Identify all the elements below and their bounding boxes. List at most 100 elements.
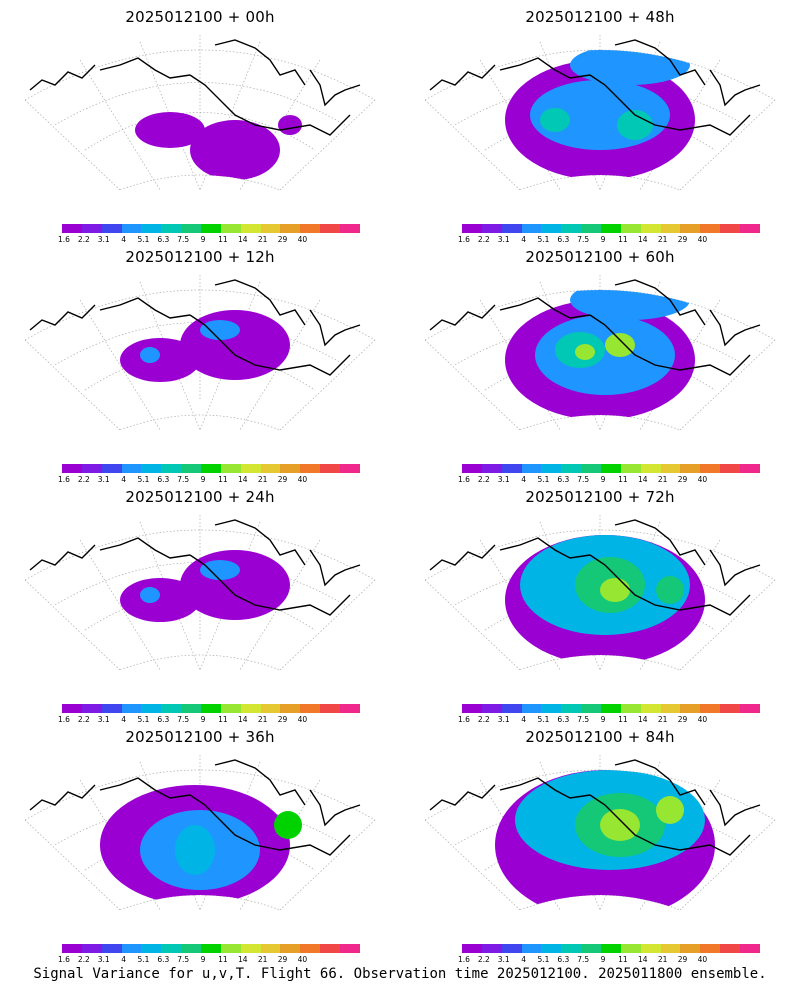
- variance-contour: [617, 110, 653, 140]
- colorbar-swatch: [601, 464, 621, 473]
- colorbar-swatch: [181, 704, 202, 713]
- colorbar-swatch: [481, 464, 502, 473]
- colorbar-swatch: [280, 224, 301, 233]
- variance-map: [24, 35, 376, 190]
- colorbar-swatch: [220, 224, 241, 233]
- colorbar-tick-label: 29: [277, 235, 288, 244]
- panel-title: 2025012100 + 24h: [125, 488, 275, 506]
- map-panel: 2025012100 + 72h 1.6 2.2 3.1 4 5.1 6.3 7.5 9 11 14…: [400, 480, 800, 724]
- panel-title: 2025012100 + 00h: [125, 8, 275, 26]
- colorbar-tick-label: 4: [121, 235, 126, 244]
- colorbar-tick-label: 4: [121, 955, 126, 964]
- colorbar-tick-label: 21: [257, 475, 268, 484]
- colorbar-tick-label: 40: [697, 955, 708, 964]
- variance-contour: [570, 50, 690, 85]
- colorbar-swatch: [481, 704, 502, 713]
- colorbar-swatch: [561, 704, 582, 713]
- colorbar-tick-label: 2.2: [477, 715, 490, 724]
- colorbar-swatch: [101, 944, 122, 953]
- colorbar-labels: 1.6 2.2 3.1 4 5.1 6.3 7.5 9 11 14 21 29 40: [458, 955, 760, 965]
- colorbar-swatch: [462, 224, 482, 233]
- colorbar-tick-label: 6.3: [557, 235, 570, 244]
- colorbar-swatch: [201, 464, 221, 473]
- colorbar-swatch: [620, 224, 641, 233]
- colorbar-labels: 1.6 2.2 3.1 4 5.1 6.3 7.5 9 11 14 21 29 40: [458, 475, 760, 485]
- colorbar-tick-label: 6.3: [557, 475, 570, 484]
- colorbar-tick-label: 4: [521, 955, 526, 964]
- colorbar-tick-label: 1.6: [58, 715, 70, 724]
- colorbar-swatch: [740, 704, 760, 713]
- map-panel: 2025012100 + 60h 1.6 2.2 3.1 4 5.1 6.3 7.5 9 11 14…: [400, 240, 800, 484]
- colorbar-swatch: [260, 464, 281, 473]
- variance-shading: [505, 50, 695, 180]
- colorbar-swatch: [161, 464, 182, 473]
- colorbar-tick-label: 11: [218, 715, 228, 724]
- colorbar-tick-label: 6.3: [557, 715, 570, 724]
- colorbar-swatch: [660, 704, 681, 713]
- colorbar-tick-label: 21: [257, 955, 268, 964]
- colorbar-tick-label: 29: [277, 475, 288, 484]
- colorbar-tick-label: 40: [297, 715, 308, 724]
- colorbar-swatch: [462, 944, 482, 953]
- colorbar-tick-label: 5.1: [537, 235, 550, 244]
- colorbar-swatch: [720, 464, 741, 473]
- panel-title: 2025012100 + 60h: [525, 248, 675, 266]
- colorbar-swatch: [260, 944, 281, 953]
- variance-map: [424, 755, 776, 910]
- variance-contour: [175, 825, 215, 875]
- colorbar-tick-label: 14: [238, 475, 248, 484]
- colorbar-tick-label: 1.6: [58, 235, 70, 244]
- colorbar-swatch: [581, 944, 602, 953]
- colorbar-tick-label: 21: [257, 235, 268, 244]
- colorbar-tick-label: 14: [638, 955, 648, 964]
- variance-shading: [495, 770, 715, 910]
- colorbar-tick-label: 2.2: [477, 235, 490, 244]
- variance-contour: [278, 115, 302, 135]
- colorbar-swatch: [620, 464, 641, 473]
- variance-shading: [120, 310, 290, 382]
- colorbar-swatch: [700, 704, 721, 713]
- colorbar-swatch: [181, 224, 202, 233]
- colorbar-swatch: [121, 944, 142, 953]
- map-panel: 2025012100 + 24h 1.6 2.2 3.1 4 5.1 6.3 7.5 9 11 14…: [0, 480, 400, 724]
- colorbar-swatch: [680, 224, 701, 233]
- colorbar-swatch: [680, 944, 701, 953]
- colorbar-tick-label: 14: [638, 235, 648, 244]
- coastline: [29, 759, 361, 856]
- colorbar-swatch: [240, 224, 261, 233]
- colorbar-tick-label: 5.1: [537, 715, 550, 724]
- colorbar-tick-label: 9: [600, 715, 606, 724]
- colorbar-tick-label: 9: [200, 475, 206, 484]
- colorbar: [62, 944, 360, 953]
- colorbar-swatch: [481, 944, 502, 953]
- coastline: [29, 39, 361, 136]
- colorbar-tick-label: 21: [657, 475, 668, 484]
- colorbar-swatch: [240, 944, 261, 953]
- colorbar-swatch: [700, 464, 721, 473]
- colorbar-tick-label: 6.3: [157, 715, 170, 724]
- colorbar-tick-label: 4: [121, 715, 126, 724]
- colorbar-tick-label: 6.3: [157, 475, 170, 484]
- colorbar-swatch: [141, 704, 162, 713]
- colorbar: [62, 464, 360, 473]
- colorbar: [462, 464, 760, 473]
- colorbar-tick-label: 14: [238, 715, 248, 724]
- variance-contour: [135, 112, 205, 148]
- colorbar-swatch: [62, 464, 82, 473]
- colorbar-tick-label: 1.6: [458, 475, 470, 484]
- colorbar-tick-label: 6.3: [557, 955, 570, 964]
- colorbar-swatch: [501, 224, 522, 233]
- variance-map: [24, 275, 376, 430]
- variance-contour: [600, 809, 640, 841]
- colorbar-tick-label: 2.2: [477, 475, 490, 484]
- map-panel: 2025012100 + 84h 1.6 2.2 3.1 4 5.1 6.3 7.5 9 11 14…: [400, 720, 800, 964]
- colorbar-swatch: [161, 944, 182, 953]
- variance-map: [24, 755, 376, 910]
- panel-title: 2025012100 + 36h: [125, 728, 275, 746]
- colorbar-swatch: [220, 464, 241, 473]
- colorbar-tick-label: 6.3: [157, 955, 170, 964]
- colorbar-tick-label: 1.6: [458, 955, 470, 964]
- colorbar-swatch: [501, 704, 522, 713]
- colorbar-swatch: [660, 944, 681, 953]
- colorbar-tick-label: 7.5: [577, 475, 590, 484]
